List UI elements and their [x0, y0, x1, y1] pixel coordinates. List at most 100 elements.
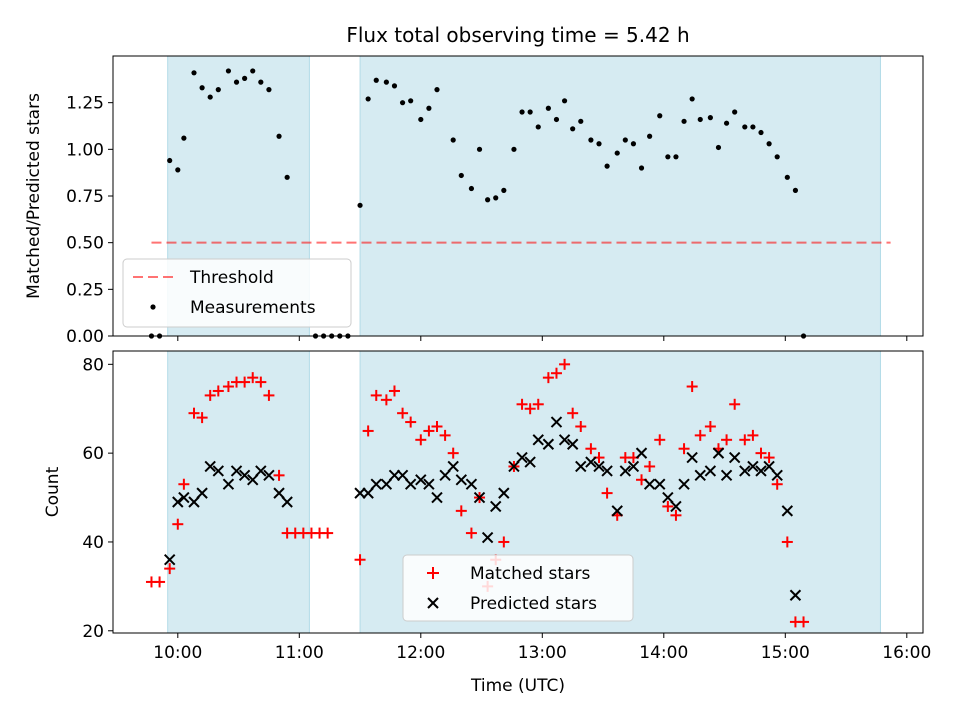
measurement-point [434, 87, 440, 93]
predicted-star-point [439, 469, 451, 482]
x-tick-label: 12:00 [396, 643, 445, 663]
legend-predicted-label: Predicted stars [470, 594, 597, 614]
measurement-point [766, 141, 772, 147]
matched-star-point [204, 389, 216, 401]
measurement-point [715, 144, 722, 151]
matched-star-point [542, 372, 554, 384]
matched-star-point [559, 358, 571, 370]
predicted-star-point [212, 465, 225, 477]
predicted-star-point [263, 469, 275, 482]
predicted-star-point [415, 474, 427, 486]
predicted-star-point [575, 460, 587, 473]
matched-star-point [222, 381, 234, 393]
legend-measurements-label: Measurements [190, 298, 316, 318]
measurement-point [408, 98, 414, 104]
predicted-star-point [542, 438, 555, 450]
predicted-star-point [396, 469, 409, 482]
matched-star-point [644, 460, 656, 472]
top-legend: Threshold Measurements [122, 258, 352, 328]
count-points [145, 358, 810, 628]
measurement-point [553, 116, 560, 123]
matched-star-point [154, 576, 166, 588]
predicted-star-point [204, 460, 216, 473]
matched-star-point [755, 447, 767, 459]
predicted-star-point [481, 531, 494, 544]
x-tick-label: 11:00 [275, 643, 324, 663]
matched-star-point [447, 447, 459, 459]
matched-star-point [370, 389, 382, 401]
predicted-star-point [178, 491, 190, 504]
predicted-star-point [498, 487, 510, 499]
predicted-star-point [354, 487, 366, 499]
measurement-point [207, 94, 213, 100]
measurement-point [742, 124, 748, 130]
measurement-point [732, 109, 738, 115]
predicted-star-point [370, 478, 382, 490]
measurement-point [511, 146, 517, 152]
measurement-point [673, 154, 679, 160]
measurement-point [665, 154, 671, 160]
measurement-point [545, 105, 551, 111]
matched-star-point [721, 434, 733, 446]
matched-star-point [273, 469, 285, 481]
matched-star-point [388, 385, 400, 397]
legend-measurements-swatch [150, 304, 156, 310]
measurement-point [501, 187, 507, 193]
predicted-star-point [627, 460, 640, 473]
matched-star-point [686, 381, 698, 393]
bottom-y-axis-label: Count [43, 466, 63, 517]
matched-star-point [524, 403, 536, 415]
matched-star-point [178, 478, 190, 490]
predicted-star-point [662, 491, 674, 504]
measurement-point [450, 137, 456, 143]
legend-matched-label: Matched stars [470, 564, 590, 584]
matched-star-point [380, 394, 392, 406]
top-x-ticks [177, 336, 908, 341]
top-legend-box [122, 258, 352, 328]
predicted-star-point [447, 460, 459, 473]
predicted-star-point [362, 487, 374, 499]
predicted-star-point [516, 451, 528, 464]
predicted-star-point [728, 451, 741, 464]
measurement-point [199, 85, 205, 91]
matched-star-point [172, 518, 184, 530]
predicted-star-point [490, 500, 502, 513]
matched-star-point [498, 536, 510, 548]
x-tick-label: 10:00 [153, 643, 202, 663]
matched-star-point [405, 416, 417, 428]
measurement-point [468, 185, 475, 192]
measurement-point [588, 137, 594, 143]
top-shaded-intervals [167, 55, 881, 337]
matched-star-point [781, 536, 793, 548]
measurement-point [758, 129, 764, 136]
predicted-star-point [585, 456, 597, 468]
measurement-points [148, 68, 807, 339]
measurement-point [792, 187, 799, 193]
predicted-star-point [771, 469, 783, 482]
predicted-star-point [473, 491, 486, 504]
matched-star-point [567, 407, 579, 419]
predicted-star-point [188, 496, 200, 508]
predicted-star-point [281, 496, 293, 508]
predicted-star-point [712, 447, 725, 459]
predicted-star-point [654, 478, 666, 490]
measurement-point [578, 118, 584, 124]
predicted-star-point [532, 434, 544, 446]
predicted-star-point [704, 465, 717, 477]
predicted-star-point [238, 469, 251, 482]
bottom-legend: Matched stars Predicted stars [402, 554, 634, 622]
measurement-point [365, 96, 371, 102]
measurement-point [215, 87, 221, 93]
matched-star-point [415, 434, 427, 446]
matched-star-point [771, 478, 783, 490]
x-tick-label: 13:00 [518, 643, 567, 663]
top-panel: 0.00 0.25 0.50 0.75 1.00 1.25 Matched/Predict… [24, 55, 924, 347]
matched-star-point [465, 527, 477, 539]
measurement-point [697, 116, 703, 123]
measurement-point [357, 202, 363, 208]
matched-star-point [196, 412, 208, 424]
chart-title: Flux total observing time = 5.42 h [346, 23, 689, 47]
y-tick-label: 0.25 [66, 280, 104, 300]
measurement-point [181, 135, 187, 141]
y-tick-label: 20 [82, 622, 104, 642]
